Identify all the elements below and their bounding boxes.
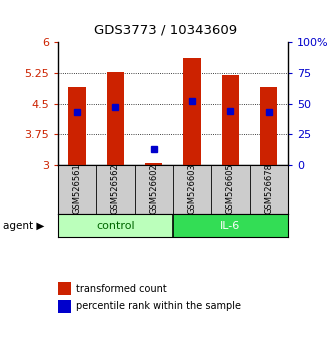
Text: IL-6: IL-6: [220, 221, 241, 230]
Text: percentile rank within the sample: percentile rank within the sample: [76, 301, 241, 311]
Bar: [69, 87, 86, 165]
Text: agent ▶: agent ▶: [3, 221, 45, 230]
Bar: [58, 214, 173, 237]
Text: GSM526605: GSM526605: [226, 163, 235, 214]
Text: GSM526561: GSM526561: [72, 163, 82, 214]
Bar: [183, 58, 201, 165]
Bar: [107, 72, 124, 165]
Text: GDS3773 / 10343609: GDS3773 / 10343609: [94, 24, 237, 36]
Text: GSM526562: GSM526562: [111, 163, 120, 214]
Text: transformed count: transformed count: [76, 284, 167, 293]
Bar: [222, 75, 239, 165]
Text: control: control: [96, 221, 135, 230]
Bar: [173, 214, 288, 237]
Text: GSM526678: GSM526678: [264, 163, 273, 214]
Text: GSM526603: GSM526603: [188, 163, 197, 214]
Bar: [260, 87, 277, 165]
Bar: [145, 163, 163, 165]
Text: GSM526602: GSM526602: [149, 163, 158, 214]
